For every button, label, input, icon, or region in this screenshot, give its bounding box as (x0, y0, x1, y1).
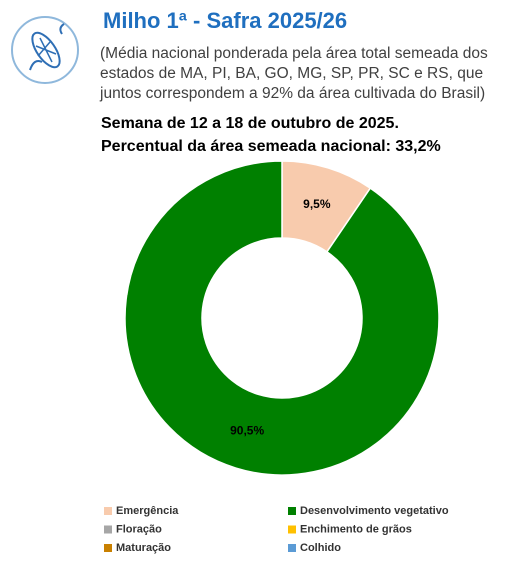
legend-swatch (104, 525, 112, 534)
legend-swatch (288, 507, 296, 515)
corn-icon (11, 16, 79, 84)
legend-swatch (104, 544, 112, 552)
value-label: 90,5% (230, 423, 264, 437)
legend-swatch (104, 507, 112, 515)
legend-label: Colhido (300, 542, 341, 554)
value-label: 9,5% (303, 197, 331, 211)
heading-line: Percentual da área semeada nacional: 33,… (101, 138, 441, 155)
donut-slice (124, 160, 440, 476)
legend-label: Emergência (116, 505, 179, 517)
legend-swatch (288, 525, 296, 534)
heading-line: Semana de 12 a 18 de outubro de 2025. (101, 115, 399, 132)
legend-label: Enchimento de grãos (300, 523, 412, 535)
subtitle-line: estados de MA, PI, BA, GO, MG, SP, PR, S… (100, 65, 483, 82)
subtitle-line: juntos correspondem a 92% da área cultiv… (99, 85, 485, 102)
legend-label: Desenvolvimento vegetativo (300, 505, 449, 517)
subtitle-line: (Média nacional ponderada pela área tota… (100, 45, 488, 62)
legend-label: Maturação (116, 542, 171, 554)
legend-swatch (288, 544, 296, 552)
legend-label: Floração (116, 523, 162, 535)
title: Milho 1ª - Safra 2025/26 (103, 8, 347, 33)
